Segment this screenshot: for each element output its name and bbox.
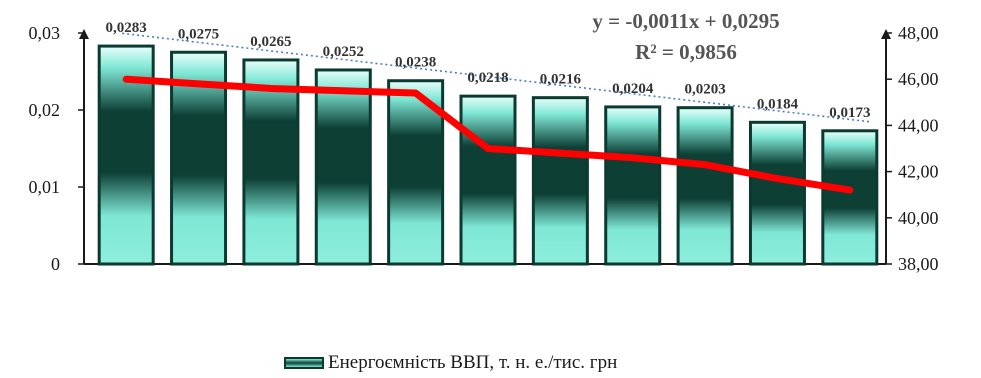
right-tick-label: 44,00	[898, 115, 939, 135]
right-tick-label: 42,00	[898, 162, 939, 182]
line-series-path	[122, 75, 854, 194]
trendline-line	[122, 32, 872, 123]
data-label: 0,0275	[178, 26, 219, 42]
data-label: 0,0252	[323, 44, 364, 60]
bar-series	[97, 44, 879, 266]
legend-swatch	[284, 357, 324, 369]
legend-label: Енергоємність ВВП, т. н. е./тис. грн	[328, 352, 618, 373]
trendline	[122, 32, 872, 123]
bar	[604, 105, 662, 266]
data-label: 0,0204	[612, 81, 654, 97]
left-axis-arrow	[79, 29, 89, 39]
bar	[676, 106, 734, 266]
data-label: 0,0184	[757, 96, 799, 112]
bar	[531, 96, 589, 266]
data-label: 0,0203	[684, 82, 725, 98]
data-label: 0,0218	[467, 70, 508, 86]
data-label: 0,0238	[395, 55, 436, 71]
right-y-axis: 38,00 40,00 42,00 44,00 46,00 48,00	[881, 23, 939, 274]
data-labels: 0,0283 0,0275 0,0265 0,0252 0,0238 0,0218 0,02…	[106, 20, 871, 121]
trendline-r-squared: R² = 0,9856	[635, 40, 737, 64]
trendline-equation: y = -0,0011x + 0,0295	[592, 9, 779, 33]
bar	[748, 120, 806, 266]
left-tick-label: 0,03	[29, 23, 61, 43]
bar	[314, 68, 372, 266]
bar	[387, 79, 445, 266]
right-tick-label: 48,00	[898, 23, 939, 43]
left-tick-label: 0,02	[29, 100, 61, 120]
bar	[242, 58, 300, 266]
data-label: 0,0173	[829, 105, 870, 121]
line-series	[122, 75, 854, 194]
data-label: 0,0216	[540, 72, 582, 88]
bar	[821, 129, 879, 266]
combo-chart: 0 0,01 0,02 0,03 38,00 40,00 42,00 44,00 46,00 4…	[29, 9, 939, 274]
left-tick-label: 0	[51, 254, 60, 274]
data-label: 0,0265	[250, 34, 291, 50]
right-tick-label: 46,00	[898, 69, 939, 89]
right-axis-arrow	[881, 29, 891, 39]
left-tick-label: 0,01	[29, 177, 61, 197]
right-tick-label: 38,00	[898, 254, 939, 274]
right-tick-label: 40,00	[898, 208, 939, 228]
legend: Енергоємність ВВП, т. н. е./тис. грн	[284, 352, 617, 374]
bar	[459, 94, 517, 266]
data-label: 0,0283	[106, 20, 147, 36]
